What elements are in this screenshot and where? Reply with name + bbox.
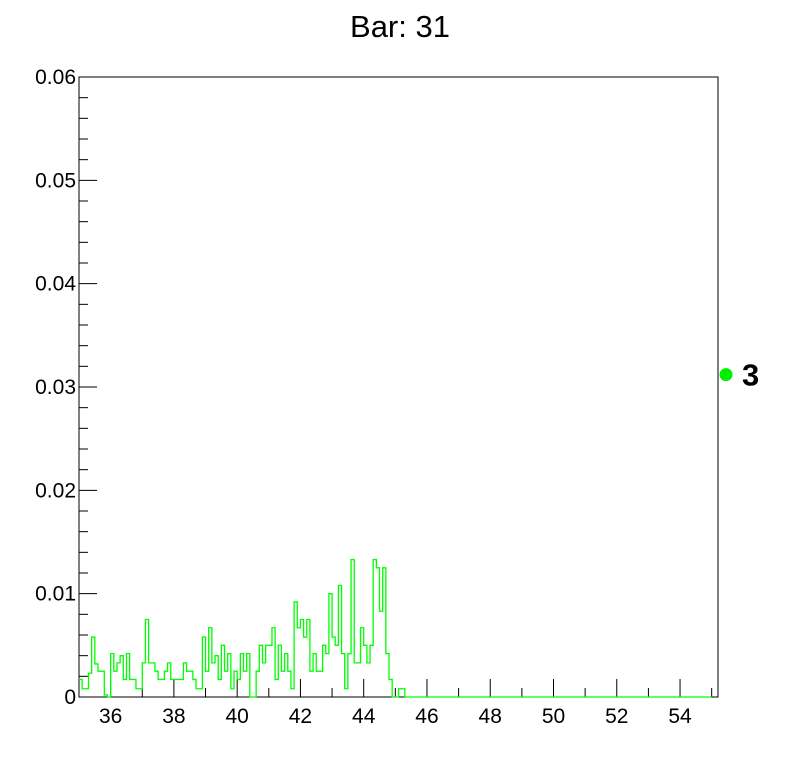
histogram-line	[79, 558, 712, 698]
x-tick-label: 40	[225, 705, 248, 728]
marker-legend: 3	[719, 358, 759, 393]
y-tick-label: 0.02	[35, 479, 76, 502]
histogram-series	[79, 558, 712, 698]
marker-label: 3	[742, 358, 759, 393]
y-tick-label: 0	[64, 686, 76, 709]
x-tick-label: 46	[415, 705, 438, 728]
x-axis: 36 38 40 42 44 46 48 50 52 54	[78, 679, 713, 728]
y-tick-label: 0.03	[35, 376, 76, 399]
x-tick-label: 52	[605, 705, 628, 728]
plot-frame	[78, 76, 719, 698]
x-tick-label: 42	[289, 705, 312, 728]
x-tick-label: 48	[479, 705, 502, 728]
y-tick-label: 0.01	[35, 583, 76, 606]
x-tick-label: 38	[162, 705, 185, 728]
y-tick-label: 0.06	[35, 66, 76, 89]
x-tick-label: 44	[352, 705, 376, 728]
marker-dot	[719, 368, 733, 382]
x-tick-label: 54	[668, 705, 692, 728]
x-tick-label: 50	[542, 705, 565, 728]
y-tick-label: 0.05	[35, 169, 76, 192]
chart-title: Bar: 31	[350, 9, 450, 44]
y-axis: 0 0.01 0.02 0.03 0.04 0.05 0.06	[35, 66, 97, 709]
y-tick-label: 0.04	[35, 273, 76, 296]
x-tick-label: 36	[99, 705, 122, 728]
